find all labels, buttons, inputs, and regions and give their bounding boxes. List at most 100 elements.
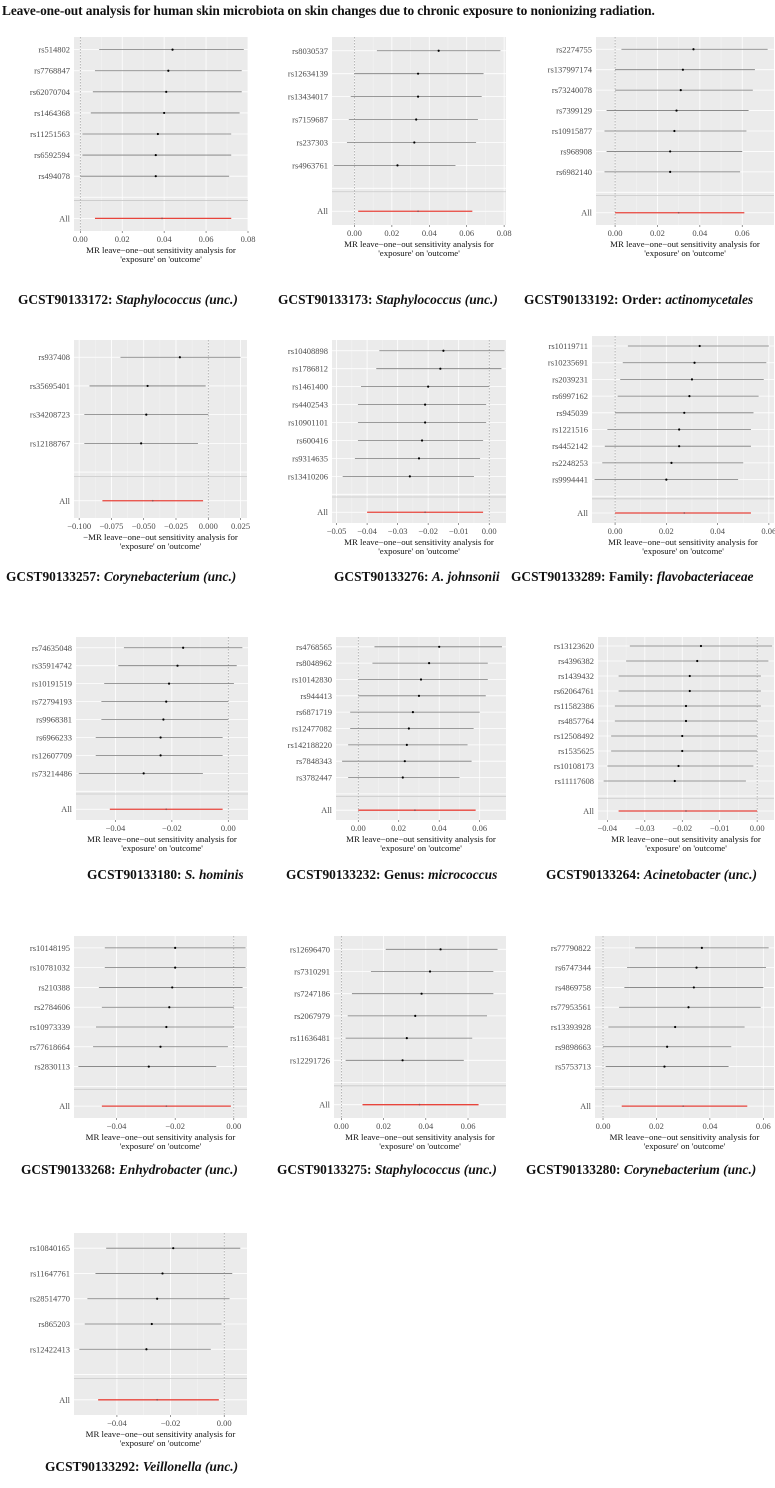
- caption-taxon: micrococcus: [428, 867, 498, 882]
- overall-estimate-row: All: [59, 496, 204, 506]
- panel-caption: GCST90133275: Staphylococcus (unc.): [277, 1162, 497, 1178]
- x-tick-label: 0.00: [750, 823, 765, 833]
- x-tick-label: 0.04: [418, 1121, 434, 1131]
- overall-estimate-row: All: [321, 805, 476, 815]
- snp-label: rs1461400: [292, 382, 328, 392]
- x-tick-label: 0.06: [756, 1121, 771, 1131]
- point-estimate: [681, 734, 684, 738]
- snp-label: rs1464368: [34, 108, 70, 118]
- snp-label: rs73214486: [32, 768, 72, 778]
- snp-row: rs4857764: [558, 716, 758, 726]
- panel-caption: GCST90133280: Corynebacterium (unc.): [526, 1162, 756, 1178]
- snp-row: rs28514770: [30, 1294, 230, 1304]
- caption-id: GCST90133180:: [87, 867, 185, 882]
- caption-id: GCST90133172:: [18, 292, 116, 307]
- point-estimate: [165, 1105, 168, 1108]
- snp-row: rs8030537: [292, 46, 501, 56]
- point-estimate: [156, 1398, 159, 1401]
- overall-estimate-row: All: [319, 1100, 479, 1110]
- snp-row: rs12607709: [32, 750, 223, 760]
- point-estimate: [700, 946, 703, 949]
- plot-svg: rs4768565 rs8048962 rs10142830 rs944413 rs68…: [288, 637, 506, 853]
- snp-label: rs11636481: [290, 1033, 330, 1043]
- panel-caption: GCST90133173: Staphylococcus (unc.): [278, 292, 498, 308]
- forest-plot-GCST90133292: rs10840165 rs11647761 rs28514770 rs865203 rs…: [0, 1225, 258, 1474]
- x-tick-label: 0.00: [351, 823, 366, 833]
- point-estimate: [403, 760, 406, 763]
- point-estimate: [401, 776, 404, 779]
- caption-taxon: Enhydrobacter (unc.): [118, 1162, 238, 1177]
- point-estimate: [684, 704, 688, 708]
- point-estimate: [161, 217, 163, 220]
- snp-row: rs6747344: [555, 963, 766, 973]
- point-estimate: [681, 749, 684, 753]
- overall-estimate-row: All: [581, 208, 745, 218]
- snp-row: rs7399129: [556, 106, 749, 116]
- snp-row: rs9898663: [555, 1042, 732, 1052]
- point-estimate: [687, 1006, 690, 1009]
- snp-label: All: [319, 1100, 331, 1110]
- snp-row: rs4396382: [558, 656, 769, 666]
- snp-label: rs7310291: [294, 967, 330, 977]
- snp-row: rs12634139: [288, 69, 484, 79]
- point-estimate: [692, 986, 695, 989]
- x-axis-title: MR leave−one−out sensitivity analysis fo…: [86, 1429, 236, 1439]
- snp-row: rs12477082: [292, 724, 474, 734]
- point-estimate: [416, 95, 420, 98]
- snp-label: rs10148195: [30, 943, 70, 953]
- caption-id: GCST90133173:: [278, 292, 376, 307]
- snp-label: rs210388: [38, 982, 70, 992]
- point-estimate: [159, 754, 162, 757]
- snp-label: rs77618664: [30, 1042, 71, 1052]
- point-estimate: [418, 1103, 421, 1106]
- point-estimate: [162, 718, 165, 721]
- snp-row: rs10119711: [548, 341, 769, 351]
- caption-id: GCST90133192: Order:: [524, 292, 666, 307]
- snp-row: rs11636481: [290, 1033, 473, 1043]
- snp-label: rs8048962: [296, 658, 332, 668]
- caption-taxon: Staphylococcus (unc.): [375, 292, 498, 307]
- snp-row: rs2067979: [294, 1011, 488, 1021]
- snp-row: rs77953561: [551, 1002, 761, 1012]
- point-estimate: [665, 478, 668, 481]
- point-estimate: [416, 72, 420, 75]
- snp-label: rs7159687: [292, 115, 328, 125]
- snp-row: rs9968381: [36, 715, 229, 725]
- x-axis-title-line2: 'exposure' on 'outcome': [121, 843, 203, 853]
- point-estimate: [150, 1322, 153, 1326]
- snp-label: All: [321, 805, 333, 815]
- point-estimate: [408, 475, 411, 478]
- x-tick-label: 0.00: [221, 823, 236, 833]
- snp-label: rs12422413: [30, 1344, 70, 1354]
- snp-row: rs10235691: [548, 358, 767, 368]
- snp-label: rs11582386: [554, 701, 594, 711]
- point-estimate: [688, 395, 691, 398]
- forest-plot-GCST90133180: rs74635048 rs35914742 rs10191519 rs72794193…: [0, 635, 258, 882]
- snp-row: rs600416: [296, 435, 484, 445]
- x-tick-label: 0.00: [347, 228, 362, 238]
- x-tick-label: 0.000: [199, 521, 218, 531]
- x-axis-title-line2: 'exposure' on 'outcome': [378, 248, 460, 258]
- snp-row: rs142188220: [288, 740, 468, 750]
- snp-label: rs4768565: [296, 642, 332, 652]
- snp-row: rs6982140: [556, 167, 741, 177]
- snp-label: rs4396382: [558, 656, 594, 666]
- snp-label: All: [59, 213, 71, 223]
- snp-row: rs11117608: [555, 776, 746, 786]
- point-estimate: [439, 948, 442, 951]
- x-tick-label: 0.04: [432, 823, 448, 833]
- snp-label: rs12188767: [30, 438, 70, 448]
- x-tick-label: 0.02: [376, 1121, 391, 1131]
- panel-caption: GCST90133257: Corynebacterium (unc.): [6, 569, 236, 585]
- plot-svg: rs12696470 rs7310291 rs7247186 rs2067979 rs1…: [290, 936, 506, 1151]
- point-estimate: [161, 1272, 164, 1275]
- x-axis-title-line2: 'exposure' on 'outcome': [644, 248, 726, 258]
- point-estimate: [438, 645, 441, 648]
- snp-label: rs2784606: [34, 1002, 70, 1012]
- plot-background: [76, 637, 248, 820]
- plot-svg: rs2274755 rs137997174 rs73240078 rs7399129 r…: [548, 37, 774, 258]
- snp-row: rs35914742: [32, 661, 237, 671]
- snp-row: rs10915877: [552, 126, 747, 136]
- snp-row: rs3782447: [296, 773, 460, 783]
- snp-label: rs10142830: [292, 674, 332, 684]
